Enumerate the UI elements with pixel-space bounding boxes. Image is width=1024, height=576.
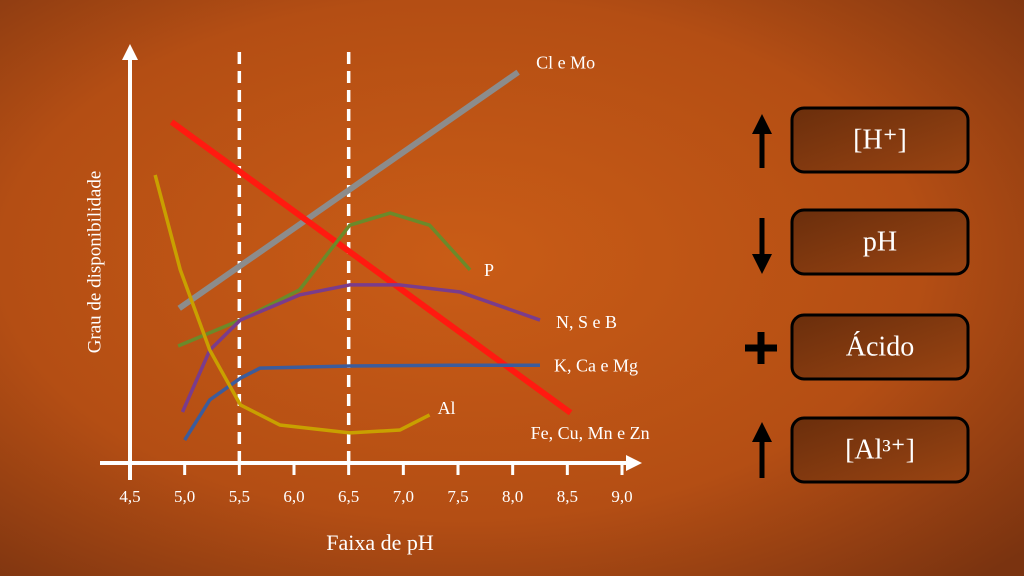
side-box: [Al³⁺] <box>790 416 970 484</box>
x-axis-title: Faixa de pH <box>326 530 434 555</box>
series-label: N, S e B <box>556 312 617 332</box>
series-line <box>180 283 541 413</box>
y-axis-title: Grau de disponibilidade <box>84 171 105 354</box>
x-tick-label: 7,5 <box>447 487 468 506</box>
series-label: K, Ca e Mg <box>554 355 638 375</box>
series-label: Al <box>438 398 456 418</box>
x-tick-label: 8,0 <box>502 487 523 506</box>
series-label: Cl e Mo <box>536 52 595 72</box>
x-tick-label: 6,0 <box>283 487 304 506</box>
x-tick-label: 7,0 <box>393 487 414 506</box>
x-tick-label: 9,0 <box>611 487 632 506</box>
plus-sign <box>745 332 777 364</box>
box-label: Ácido <box>846 331 914 362</box>
box <box>790 208 970 276</box>
series-line <box>153 174 431 435</box>
side-box: [H⁺] <box>790 106 970 174</box>
y-axis-arrow <box>122 44 138 60</box>
series-line <box>177 69 520 311</box>
box <box>790 313 970 381</box>
side-box: pH <box>790 208 970 276</box>
x-tick-label: 6,5 <box>338 487 359 506</box>
x-tick-label: 5,5 <box>229 487 250 506</box>
x-tick-label: 4,5 <box>119 487 140 506</box>
series-label: P <box>484 260 494 280</box>
arrow-up <box>752 114 772 168</box>
series-label: Fe, Cu, Mn e Zn <box>531 423 650 443</box>
arrow-up <box>752 422 772 478</box>
x-axis-arrow <box>626 455 642 471</box>
box-label: [H⁺] <box>853 124 907 155</box>
x-tick-label: 5,0 <box>174 487 195 506</box>
x-tick-label: 8,5 <box>557 487 578 506</box>
box-label: pH <box>863 226 897 257</box>
box-label: [Al³⁺] <box>845 434 915 465</box>
box <box>790 106 970 174</box>
box <box>790 416 970 484</box>
side-box: Ácido <box>790 313 970 381</box>
side-panel <box>745 114 777 478</box>
arrow-down <box>752 218 772 274</box>
series-line <box>183 363 540 441</box>
